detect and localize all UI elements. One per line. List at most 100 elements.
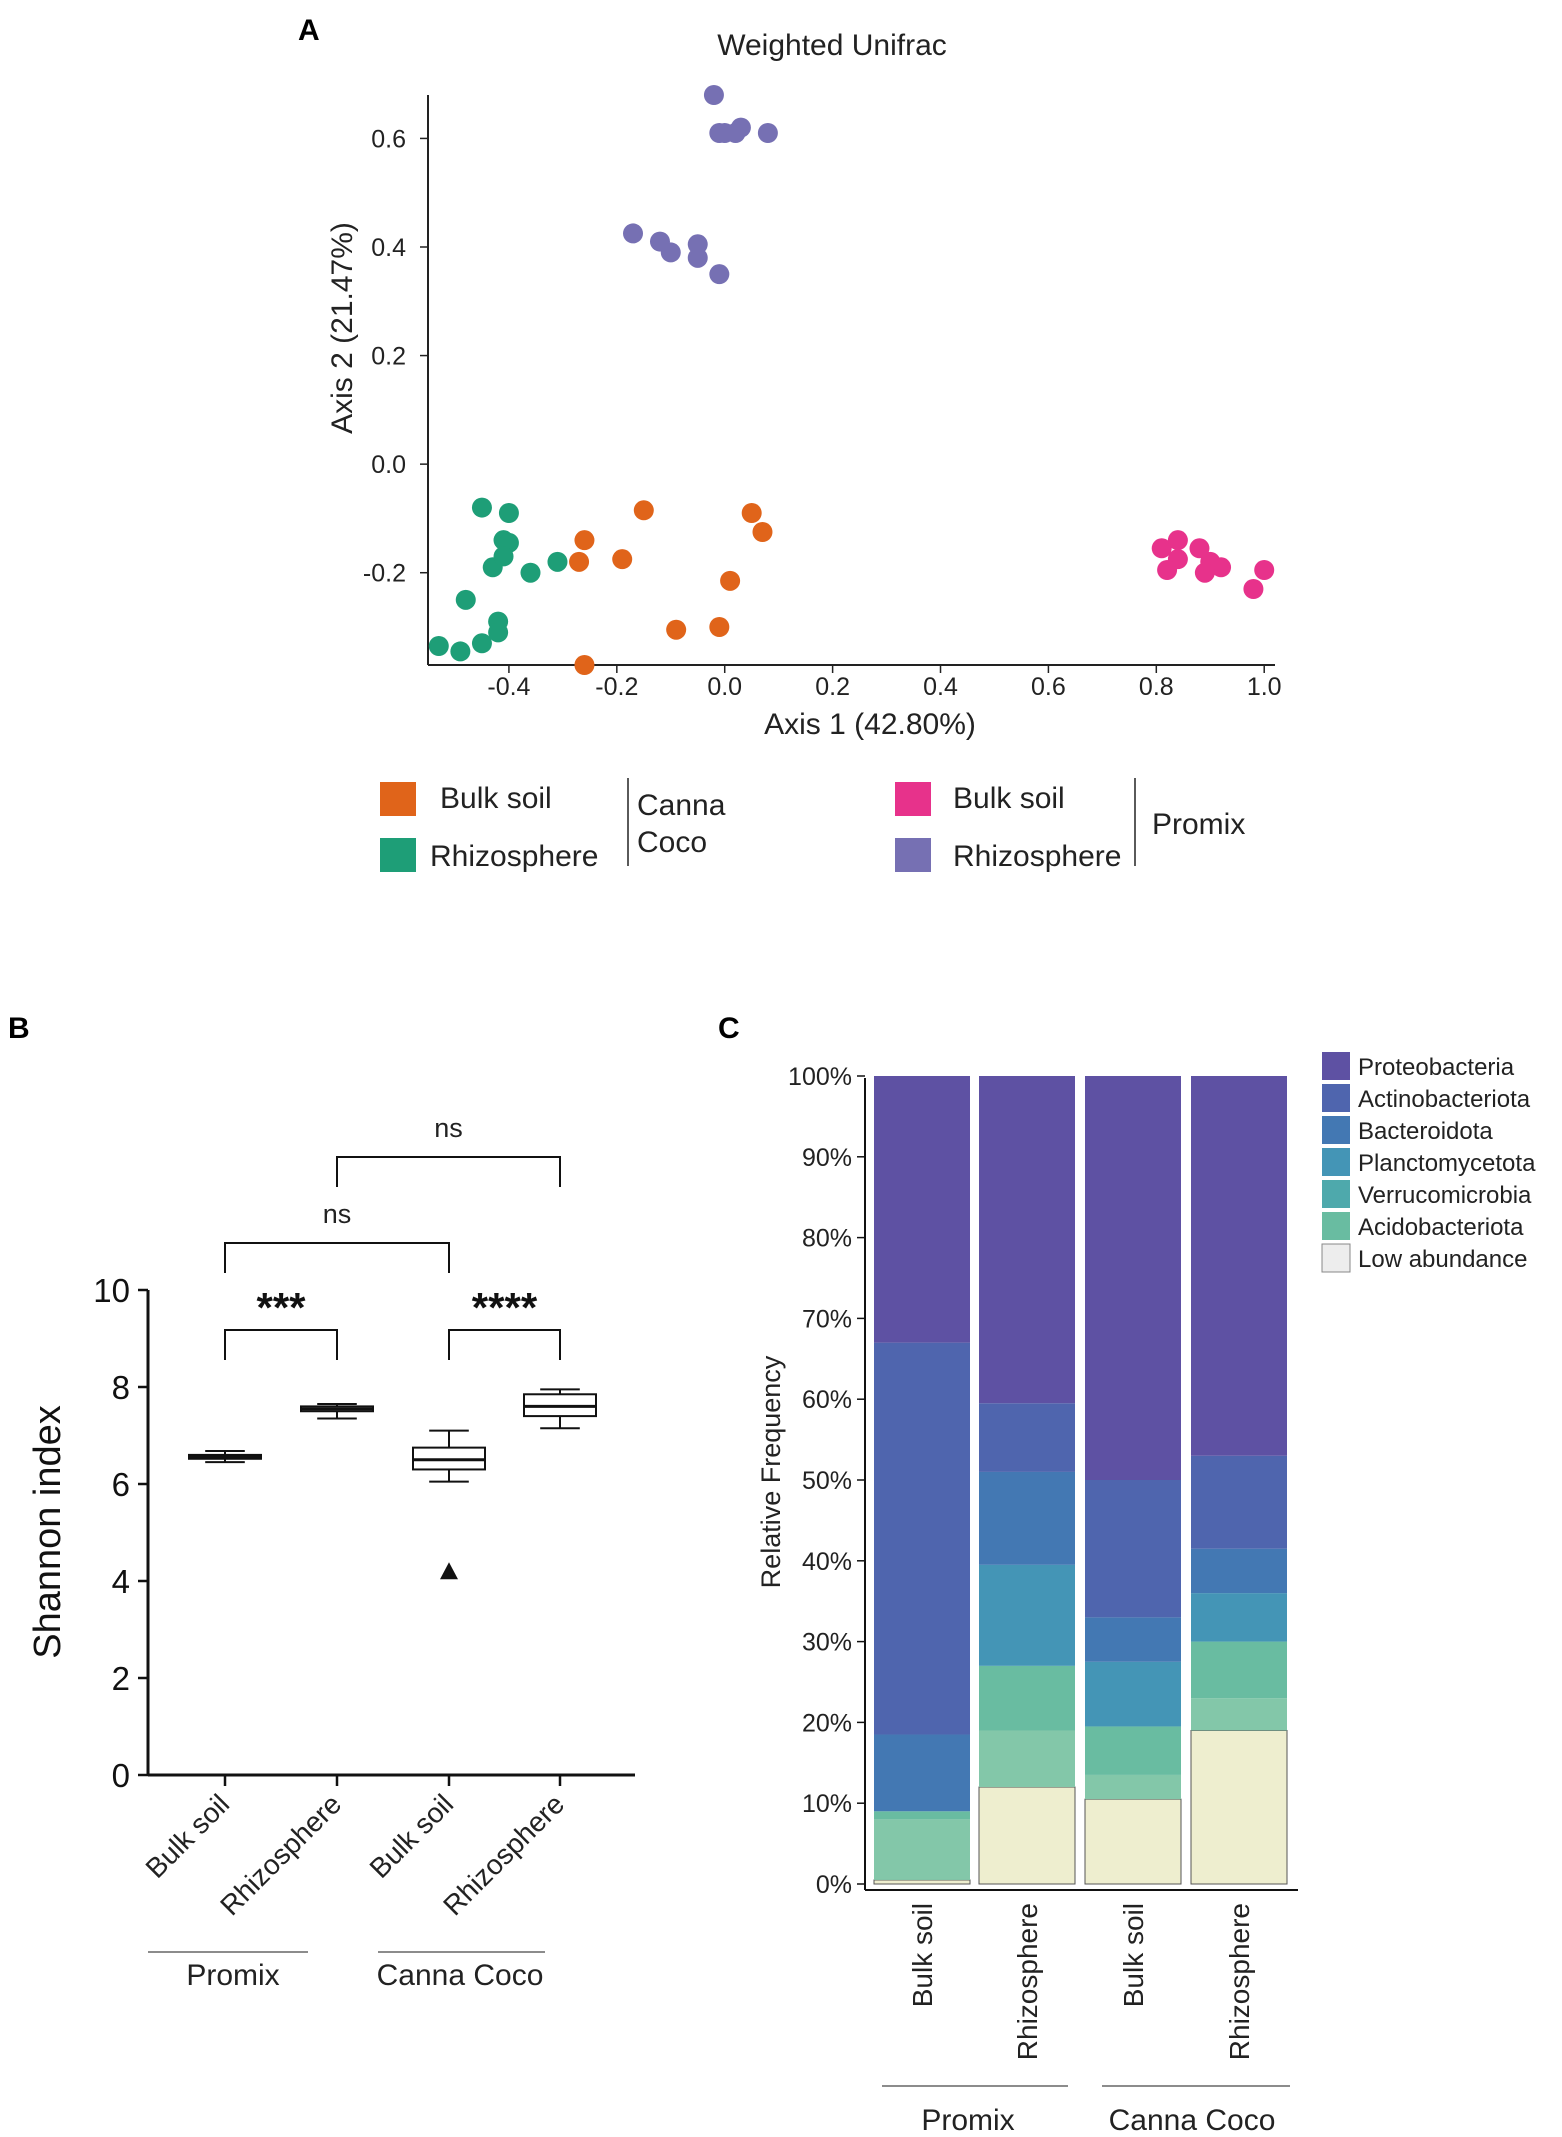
box-y-ticks: 0 2 4 6 8 10 xyxy=(93,1272,148,1794)
bar-legend: Proteobacteria Actinobacteriota Bacteroido… xyxy=(1321,1052,1536,1273)
legend-label: Verrucomicrobia xyxy=(1358,1182,1532,1209)
group-label-canna-b: Canna Coco xyxy=(377,1959,544,1992)
bar-y-tick-label: 50% xyxy=(802,1467,852,1495)
scatter-point xyxy=(574,655,595,675)
bar-x-labels: Bulk soil Rhizosphere Bulk soil Rhizosphere xyxy=(907,1903,1255,2060)
scatter-legend: Bulk soil Rhizosphere Canna Coco Bulk so… xyxy=(380,778,1245,873)
scatter-x-tick-label: 0.2 xyxy=(815,673,850,701)
scatter-point xyxy=(633,500,654,521)
significance-bracket xyxy=(224,1329,338,1360)
bar-y-ticks: 0% 10% 20% 30% 40% 50% 60% 70% 80% 90% 100% xyxy=(788,1063,865,1899)
scatter-point xyxy=(720,570,741,591)
scatter-title: Weighted Unifrac xyxy=(717,29,947,62)
bar-segment xyxy=(874,1076,970,1343)
bar-segment xyxy=(1084,1798,1182,1885)
scatter-point xyxy=(455,589,476,610)
bar-y-tick-label: 30% xyxy=(802,1629,852,1657)
scatter-x-tick-label: 0.8 xyxy=(1139,673,1174,701)
bar-segment xyxy=(1191,1455,1287,1549)
scatter-y-tick-label: 0.6 xyxy=(371,125,406,153)
bar-segment xyxy=(979,1730,1075,1788)
bar-y-tick-label: 40% xyxy=(802,1548,852,1576)
bar-segment xyxy=(1085,1726,1181,1775)
bar-segment xyxy=(1191,1698,1287,1731)
legend-group-canna-line2: Coco xyxy=(637,826,707,859)
significance-bracket xyxy=(448,1329,561,1360)
legend-swatch-promix-bulk xyxy=(895,782,931,816)
scatter-point xyxy=(428,636,449,656)
scatter-point xyxy=(488,622,509,643)
bar-segment xyxy=(978,1786,1076,1885)
group-label-canna-c: Canna Coco xyxy=(1109,2104,1276,2137)
bar-y-tick-label: 80% xyxy=(802,1225,852,1253)
box-outlier-marker xyxy=(440,1562,458,1580)
scatter-point xyxy=(725,123,746,143)
scatter-point xyxy=(666,619,687,640)
legend-label-canna-rhizo: Rhizosphere xyxy=(430,840,598,873)
scatter-x-tick-label: -0.4 xyxy=(487,673,530,701)
bar-x-label: Bulk soil xyxy=(1118,1903,1149,2007)
box-x-label: Bulk soil xyxy=(140,1788,236,1884)
scatter-point xyxy=(709,617,730,637)
box-y-tick-label: 4 xyxy=(112,1563,130,1600)
scatter-point xyxy=(1211,557,1232,578)
scatter-point xyxy=(547,551,568,572)
scatter-point xyxy=(520,562,541,583)
legend-swatch xyxy=(1321,1243,1351,1273)
legend-label-canna-bulk: Bulk soil xyxy=(440,782,552,815)
scatter-x-ticks: -0.4 -0.2 0.0 0.2 0.4 0.6 0.8 1.0 xyxy=(487,665,1282,701)
scatter-point xyxy=(703,85,724,105)
bar-y-tick-label: 60% xyxy=(802,1386,852,1414)
panel-c: C 0% 10% 20% 30% 40% 50% 60% 70% 80% 90% 100% Rela… xyxy=(718,1012,1536,2137)
box-y-tick-label: 6 xyxy=(112,1466,130,1503)
scatter-point xyxy=(569,551,590,572)
box-y-tick-label: 0 xyxy=(112,1757,130,1794)
legend-label: Planctomycetota xyxy=(1358,1150,1536,1177)
legend-swatch xyxy=(1322,1052,1350,1080)
bar-segment xyxy=(979,1471,1075,1565)
legend-swatch-promix-rhizo xyxy=(895,838,931,872)
scatter-point xyxy=(623,223,644,244)
scatter-point xyxy=(471,497,492,518)
bar-y-tick-label: 100% xyxy=(788,1063,852,1091)
group-label-promix-b: Promix xyxy=(186,1959,279,1992)
bar-segment xyxy=(873,1879,971,1885)
scatter-point xyxy=(752,522,773,542)
legend-label: Proteobacteria xyxy=(1358,1054,1515,1081)
legend-label: Low abundance xyxy=(1358,1246,1527,1273)
scatter-point xyxy=(709,264,730,285)
scatter-y-tick-label: 0.4 xyxy=(371,234,406,262)
bar-y-label: Relative Frequency xyxy=(756,1355,786,1588)
significance-label: *** xyxy=(256,1284,306,1331)
box-x-label: Rhizosphere xyxy=(214,1788,347,1921)
bar-segment xyxy=(979,1564,1075,1666)
scatter-x-tick-label: -0.2 xyxy=(595,673,638,701)
bar-x-label: Bulk soil xyxy=(907,1903,938,2007)
legend-label-promix-rhizo: Rhizosphere xyxy=(953,840,1121,873)
bar-y-tick-label: 70% xyxy=(802,1305,852,1333)
scatter-point xyxy=(757,123,778,143)
scatter-point xyxy=(498,503,519,523)
bar-segment xyxy=(1191,1593,1287,1642)
scatter-x-tick-label: 0.4 xyxy=(923,673,958,701)
bar-segment xyxy=(979,1403,1075,1472)
bar-segment xyxy=(1191,1548,1287,1594)
bar-y-tick-label: 10% xyxy=(802,1790,852,1818)
bar-segment xyxy=(874,1342,970,1735)
scatter-points xyxy=(428,85,1275,675)
scatter-x-tick-label: 1.0 xyxy=(1247,673,1282,701)
scatter-y-tick-label: -0.2 xyxy=(363,560,406,588)
bar-y-tick-label: 20% xyxy=(802,1709,852,1737)
panel-label-b: B xyxy=(8,1012,30,1045)
legend-swatch-canna-bulk xyxy=(380,782,416,816)
bar-segment xyxy=(874,1819,970,1880)
scatter-point xyxy=(1167,530,1188,551)
legend-group-promix: Promix xyxy=(1152,808,1245,841)
scatter-y-tick-label: 0.2 xyxy=(371,343,406,371)
scatter-y-label: Axis 2 (21.47%) xyxy=(326,222,359,434)
bar-x-label: Rhizosphere xyxy=(1224,1903,1255,2060)
legend-label: Acidobacteriota xyxy=(1358,1214,1524,1241)
bar-segment xyxy=(1085,1661,1181,1727)
